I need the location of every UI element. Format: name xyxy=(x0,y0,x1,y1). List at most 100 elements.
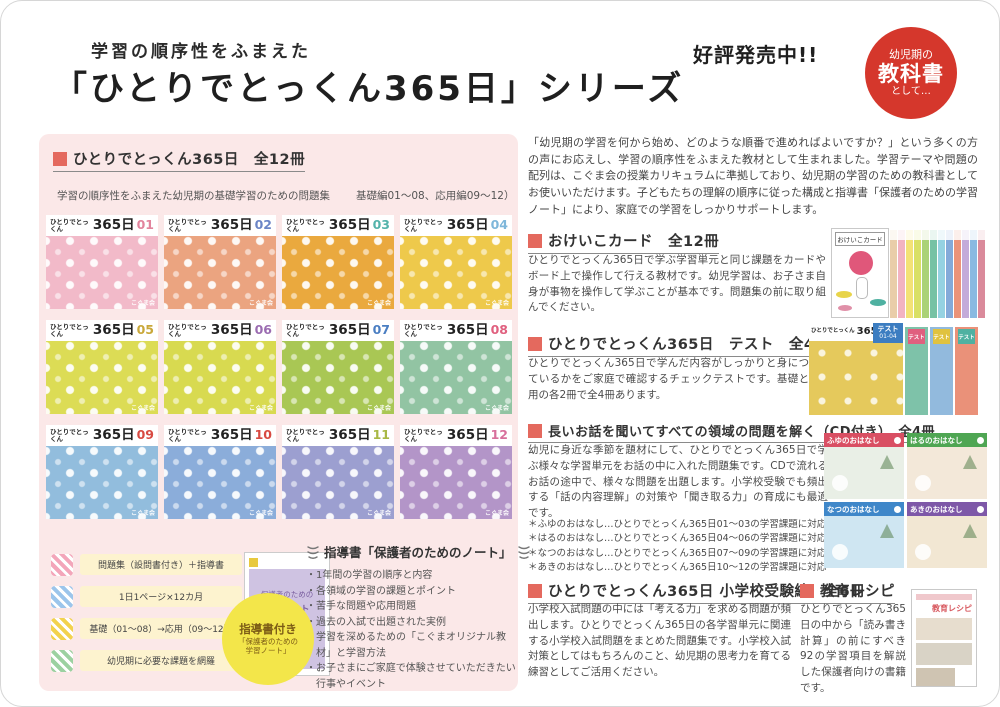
book-number: 09 xyxy=(136,427,154,443)
kogumakai-logo: こぐま会 xyxy=(130,300,155,307)
yellow-oval-icon xyxy=(836,291,852,298)
recipe-book-image: 教育レシピ xyxy=(911,589,977,687)
pink-circle-icon xyxy=(849,251,873,275)
story-note: ＊あきのおはなし…ひとりでとっくん365日10〜12の学習課題に対応 xyxy=(528,561,827,573)
kogumakai-logo: こぐま会 xyxy=(130,510,155,517)
kogumakai-logo: こぐま会 xyxy=(248,510,273,517)
book-cover-art: こぐま会 xyxy=(46,341,158,414)
recipe-cover-title: 教育レシピ xyxy=(932,604,972,613)
booklet-logo-icon xyxy=(249,557,258,567)
teal-oval-icon xyxy=(870,299,886,306)
book-cover-10: ひとりでとっくん 365日 10 こぐま会 xyxy=(164,425,276,519)
card-box-spine xyxy=(890,230,897,318)
page-title: 「ひとりでとっくん365日」シリーズ xyxy=(53,69,685,109)
legend-swatch-icon xyxy=(51,553,73,576)
card-box-spine xyxy=(954,230,961,318)
squiggle-icon xyxy=(517,545,530,559)
recipe-cover-photo xyxy=(916,643,972,665)
book-cover-06: ひとりでとっくん 365日 06 こぐま会 xyxy=(164,320,276,414)
test-book-slim: テスト xyxy=(930,327,953,415)
kogumakai-logo: こぐま会 xyxy=(130,405,155,412)
book-title: 365日 xyxy=(857,327,888,337)
series-heading: ひとりでとっくん365日 全12冊 xyxy=(53,148,306,172)
cd-badge-icon xyxy=(894,436,901,444)
book-cover-04: ひとりでとっくん 365日 04 こぐま会 xyxy=(400,215,512,309)
book-cover-art: こぐま会 xyxy=(164,236,276,309)
story-cover-aki: あきのおはなし xyxy=(907,502,987,568)
story-note: ＊なつのおはなし…ひとりでとっくん365日07〜09の学習課題に対応 xyxy=(528,547,827,559)
book-cover-art: こぐま会 xyxy=(46,236,158,309)
book-cover-art: こぐま会 xyxy=(282,446,394,519)
okeiko-card-image: おけいこカード xyxy=(831,228,985,318)
test-books-image: ひとりでとっくん 365日 テスト 01-04 テスト テスト テスト xyxy=(809,323,978,415)
bunny-icon xyxy=(856,277,868,299)
test-badge: テスト xyxy=(958,329,975,344)
book-series-title: ひとりでとっくん xyxy=(168,218,207,233)
book-cover-art: こぐま会 xyxy=(164,446,276,519)
card-box-spine xyxy=(906,230,913,318)
juken-heading: ひとりでとっくん365日 小学校受験編 全6冊 xyxy=(528,580,866,604)
book-number: 11 xyxy=(372,427,390,443)
section-marker-icon xyxy=(528,423,542,438)
section-marker-icon xyxy=(53,151,67,166)
book-series-title: ひとりでとっくん xyxy=(811,328,855,335)
book-series-title: ひとりでとっくん xyxy=(286,323,325,338)
okeiko-card-label: おけいこカード xyxy=(835,232,885,246)
book-grid: ひとりでとっくん 365日 01 こぐま会 ひとりでとっくん 365日 02 こ… xyxy=(46,215,512,519)
guide-note-bullets: ・1年間の学習の順序と内容 ・各領域の学習の課題とポイント ・苦手な問題や応用問… xyxy=(306,568,518,692)
intro-paragraph: 「幼児期の学習を何から始め、どのような順番で進めればよいですか？」という多くの方… xyxy=(528,136,978,216)
book-number: 02 xyxy=(254,217,272,233)
test-badge: テスト xyxy=(908,329,925,344)
header-tagline: 学習の順序性をふまえた xyxy=(91,42,311,62)
book-cover-08: ひとりでとっくん 365日 08 こぐま会 xyxy=(400,320,512,414)
sticker-line2: 「保護者のための xyxy=(238,636,298,646)
book-title: 365日 xyxy=(210,321,253,338)
sticker-line3: 学習ノート」 xyxy=(245,646,291,656)
book-series-title: ひとりでとっくん xyxy=(286,428,325,443)
book-cover-05: ひとりでとっくん 365日 05 こぐま会 xyxy=(46,320,158,414)
legend-label: 問題集（設問書付き）＋指導書 xyxy=(80,554,242,575)
book-cover-art: こぐま会 xyxy=(164,341,276,414)
book-series-title: ひとりでとっくん xyxy=(286,218,325,233)
section-marker-icon xyxy=(528,336,542,351)
on-sale-text: 好評発売中!! xyxy=(693,43,819,67)
book-number: 10 xyxy=(254,427,272,443)
cd-badge-icon xyxy=(977,436,984,444)
book-series-title: ひとりでとっくん xyxy=(404,323,443,338)
kogumakai-logo: こぐま会 xyxy=(248,405,273,412)
book-series-title: ひとりでとっくん xyxy=(50,323,89,338)
book-number: 05 xyxy=(136,322,154,338)
guide-bullet: ・お子さまにご家庭で体験させていただきたい行事やイベント xyxy=(306,663,516,690)
card-box-spine xyxy=(922,230,929,318)
book-number: 12 xyxy=(490,427,508,443)
card-box-spine xyxy=(930,230,937,318)
okeiko-card-front: おけいこカード xyxy=(831,228,889,318)
card-box-spine xyxy=(898,230,905,318)
book-title: 365日 xyxy=(328,426,371,443)
booklet-title-line1: 保護者のための xyxy=(260,590,314,599)
book-number: 01 xyxy=(136,217,154,233)
book-title: 365日 xyxy=(446,426,489,443)
kogumakai-logo: こぐま会 xyxy=(366,300,391,307)
book-title: 365日 xyxy=(446,321,489,338)
book-cover-art: こぐま会 xyxy=(282,341,394,414)
legend-row: 問題集（設問書付き）＋指導書 xyxy=(51,553,242,576)
book-cover-art: こぐま会 xyxy=(400,446,512,519)
recipe-cover-band xyxy=(916,594,972,600)
section-marker-icon xyxy=(528,233,542,248)
series-subheading-text: 学習の順序性をふまえた幼児期の基礎学習のための問題集 xyxy=(57,190,330,202)
story-note: ＊ふゆのおはなし…ひとりでとっくん365日01〜03の学習課題に対応 xyxy=(528,519,827,530)
series-subheading-note: 基礎編01〜08、応用編09〜12） xyxy=(356,190,515,202)
story-cover-fuyu: ふゆのおはなし xyxy=(824,433,904,499)
book-series-title: ひとりでとっくん xyxy=(50,428,89,443)
card-box-spine xyxy=(914,230,921,318)
book-number: 06 xyxy=(254,322,272,338)
guide-bullet: ・1年間の学習の順序と内容 xyxy=(306,570,433,581)
test-badge: テスト xyxy=(933,329,950,344)
section-marker-icon xyxy=(800,583,814,598)
book-title: 365日 xyxy=(446,216,489,233)
feature-legend: 問題集（設問書付き）＋指導書 1日1ページ×12カ月 基礎（01〜08）→応用（… xyxy=(51,553,242,681)
badge-line3: として… xyxy=(891,85,931,97)
book-number: 04 xyxy=(490,217,508,233)
